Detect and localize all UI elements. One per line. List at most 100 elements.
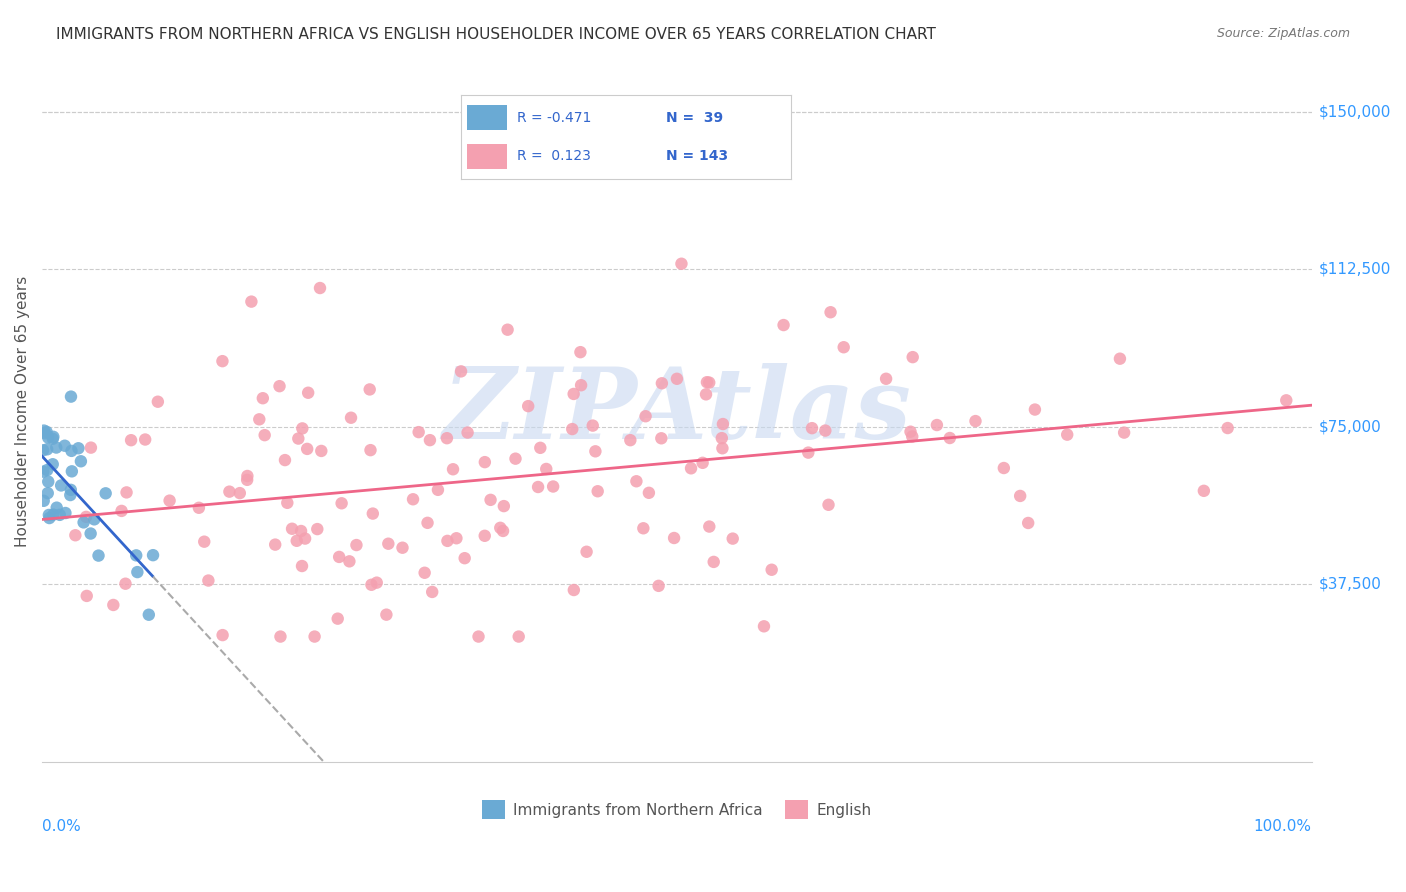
Point [269, 379, 291, 393]
Point [695, 387, 717, 401]
Point [264, 538, 287, 552]
Point [59, 390, 82, 404]
Point [359, 383, 381, 397]
Point [993, 461, 1015, 475]
Point [1010, 489, 1032, 503]
Point [662, 531, 685, 545]
Point [479, 492, 502, 507]
Point [307, 522, 329, 536]
Point [285, 533, 308, 548]
Point [583, 444, 606, 458]
Point [671, 257, 693, 271]
Point [1056, 427, 1078, 442]
Point [697, 376, 720, 390]
Point [402, 492, 425, 507]
Point [45, 500, 67, 515]
Point [304, 630, 326, 644]
Point [34, 426, 56, 441]
Point [138, 607, 160, 622]
Point [569, 345, 592, 359]
Point [110, 504, 132, 518]
Point [340, 410, 363, 425]
Text: ZIPAtlas: ZIPAtlas [443, 363, 911, 459]
Point [55, 506, 77, 520]
Point [536, 462, 558, 476]
Point [1275, 393, 1298, 408]
Point [360, 578, 382, 592]
Point [721, 532, 744, 546]
Point [32, 443, 55, 458]
Point [1192, 483, 1215, 498]
Point [939, 431, 962, 445]
Point [505, 451, 527, 466]
Text: Source: ZipAtlas.com: Source: ZipAtlas.com [1216, 27, 1350, 40]
Point [496, 323, 519, 337]
Point [413, 566, 436, 580]
Point [651, 376, 673, 391]
Point [436, 431, 458, 445]
Point [67, 442, 90, 456]
Point [965, 414, 987, 428]
Point [772, 318, 794, 332]
Point [832, 340, 855, 354]
Point [328, 549, 350, 564]
Point [311, 444, 333, 458]
Point [711, 442, 734, 456]
Point [679, 461, 702, 475]
Text: $150,000: $150,000 [1319, 104, 1391, 120]
Point [290, 524, 312, 538]
Text: $112,500: $112,500 [1319, 262, 1391, 277]
Point [297, 385, 319, 400]
Point [252, 391, 274, 405]
Point [366, 575, 388, 590]
Point [752, 619, 775, 633]
Point [79, 526, 101, 541]
Point [38, 511, 60, 525]
Point [569, 378, 592, 392]
Point [32, 465, 55, 479]
Point [94, 486, 117, 500]
Point [474, 529, 496, 543]
Text: IMMIGRANTS FROM NORTHERN AFRICA VS ENGLISH HOUSEHOLDER INCOME OVER 65 YEARS CORR: IMMIGRANTS FROM NORTHERN AFRICA VS ENGLI… [56, 27, 936, 42]
Point [37, 431, 59, 445]
Point [42, 430, 65, 444]
Point [38, 508, 60, 522]
Point [450, 364, 472, 378]
Point [269, 630, 291, 644]
Point [408, 425, 430, 439]
Point [197, 574, 219, 588]
Point [65, 528, 87, 542]
Point [529, 441, 551, 455]
Point [339, 554, 361, 568]
Point [42, 457, 65, 471]
Text: 0.0%: 0.0% [42, 819, 80, 834]
Point [127, 565, 149, 579]
Point [240, 294, 263, 309]
Point [103, 598, 125, 612]
Point [291, 421, 314, 435]
Point [416, 516, 439, 530]
Point [281, 522, 304, 536]
Point [419, 433, 441, 447]
Point [274, 453, 297, 467]
Point [900, 425, 922, 439]
Point [125, 549, 148, 563]
Point [134, 433, 156, 447]
Point [710, 431, 733, 445]
Point [294, 532, 316, 546]
Text: $75,000: $75,000 [1319, 419, 1381, 434]
Point [114, 576, 136, 591]
Point [420, 585, 443, 599]
Point [453, 551, 475, 566]
Point [703, 555, 725, 569]
Point [925, 417, 948, 432]
Point [696, 375, 718, 389]
Point [375, 607, 398, 622]
Point [146, 394, 169, 409]
Point [75, 509, 97, 524]
Point [467, 630, 489, 644]
Point [330, 496, 353, 510]
Point [32, 424, 55, 438]
Point [59, 488, 82, 502]
Point [72, 516, 94, 530]
